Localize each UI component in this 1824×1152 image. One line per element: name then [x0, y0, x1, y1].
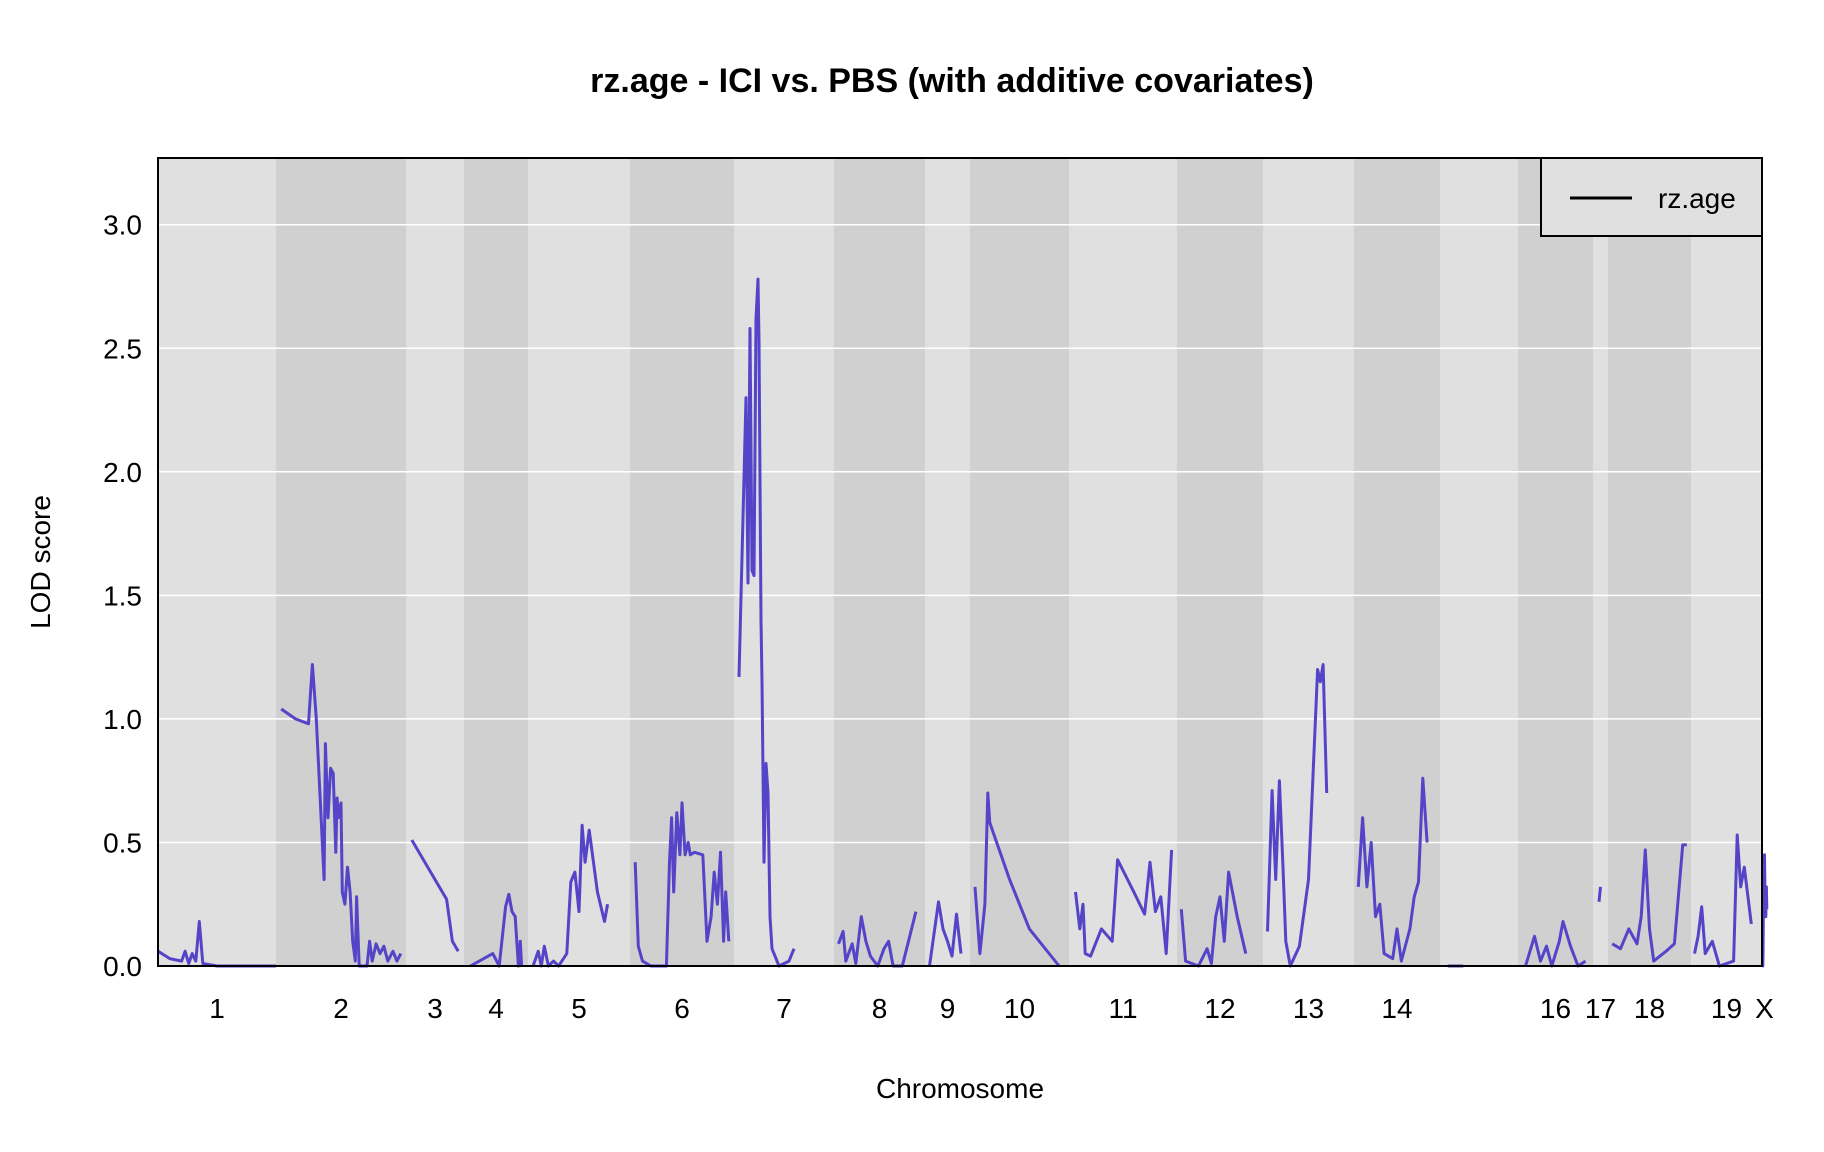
x-axis-title: Chromosome — [876, 1073, 1044, 1104]
y-tick-label: 1.0 — [103, 704, 142, 735]
x-tick-label-7: 7 — [776, 993, 792, 1024]
x-tick-label-4: 4 — [488, 993, 504, 1024]
x-tick-label-12: 12 — [1204, 993, 1235, 1024]
x-axis: 1 2 3 4 5 6 7 8 9 10 11 12 13 14 16 17 18 19 X — [209, 993, 1774, 1024]
legend: rz.age — [1540, 157, 1763, 237]
chromosome-band-12 — [1177, 158, 1263, 966]
chromosome-band-1 — [158, 158, 276, 966]
x-tick-label-6: 6 — [674, 993, 690, 1024]
x-tick-label-17: 17 — [1585, 993, 1616, 1024]
chart-title: rz.age - ICI vs. PBS (with additive cova… — [590, 62, 1314, 100]
lod-line-chr-9 — [928, 900, 963, 967]
x-tick-label-10: 10 — [1004, 993, 1035, 1024]
x-tick-label-5: 5 — [571, 993, 587, 1024]
lod-line-chr-12 — [1179, 870, 1248, 968]
y-tick-label: 1.5 — [103, 580, 142, 611]
y-axis: 0.0 0.5 1.0 1.5 2.0 2.5 3.0 — [103, 210, 142, 982]
x-tick-label-2: 2 — [333, 993, 349, 1024]
lod-line-chr-18 — [1611, 843, 1687, 963]
lod-line-chr-16 — [1524, 920, 1587, 968]
chromosome-band-3 — [406, 158, 464, 966]
lod-line-chr-2 — [280, 663, 403, 968]
chromosome-bands — [158, 158, 1762, 966]
x-tick-label-3: 3 — [427, 993, 443, 1024]
lod-line-chr-8 — [837, 911, 918, 968]
legend-label: rz.age — [1658, 183, 1736, 214]
y-tick-label: 0.5 — [103, 827, 142, 858]
x-tick-label-14: 14 — [1381, 993, 1412, 1024]
lod-line-chr-X — [1761, 853, 1769, 968]
chromosome-band-8 — [834, 158, 925, 966]
chromosome-band-5 — [528, 158, 630, 966]
y-tick-label: 0.0 — [103, 951, 142, 982]
x-tick-label-9: 9 — [940, 993, 956, 1024]
lod-line-chr-4 — [469, 892, 524, 968]
chromosome-band-10 — [970, 158, 1069, 966]
chromosome-band-6 — [630, 158, 734, 966]
x-tick-label-18: 18 — [1634, 993, 1665, 1024]
lod-series — [157, 277, 1769, 968]
lod-line-chr-1 — [157, 920, 276, 968]
y-tick-label: 3.0 — [103, 210, 142, 241]
lod-line-chr-7 — [737, 277, 796, 968]
y-tick-label: 2.0 — [103, 457, 142, 488]
chromosome-band-4 — [464, 158, 528, 966]
chromosome-band-14 — [1354, 158, 1440, 966]
x-tick-label-8: 8 — [872, 993, 888, 1024]
plot-frame — [157, 157, 1763, 967]
x-tick-label-13: 13 — [1293, 993, 1324, 1024]
x-tick-label-16: 16 — [1540, 993, 1571, 1024]
lod-line-chr-3 — [410, 839, 460, 952]
lod-line-chr-10 — [973, 791, 1061, 967]
lod-line-chr-17 — [1597, 886, 1602, 902]
chromosome-band-17 — [1593, 158, 1608, 966]
x-tick-label-11: 11 — [1108, 993, 1137, 1024]
chromosome-band-11 — [1069, 158, 1177, 966]
chromosome-band-15 — [1440, 158, 1518, 966]
y-axis-title: LOD score — [25, 495, 56, 629]
lod-line-chr-14 — [1356, 776, 1429, 963]
lod-line-chr-11 — [1074, 849, 1174, 958]
x-tick-label-X: X — [1755, 993, 1774, 1024]
x-tick-label-19: 19 — [1711, 993, 1742, 1024]
x-tick-label-1: 1 — [209, 993, 225, 1024]
chromosome-band-9 — [925, 158, 970, 966]
chromosome-band-18 — [1608, 158, 1691, 966]
chromosome-band-19 — [1691, 158, 1762, 966]
lod-line-chr-5 — [531, 823, 610, 968]
y-tick-label: 2.5 — [103, 333, 142, 364]
chromosome-band-16 — [1518, 158, 1593, 966]
